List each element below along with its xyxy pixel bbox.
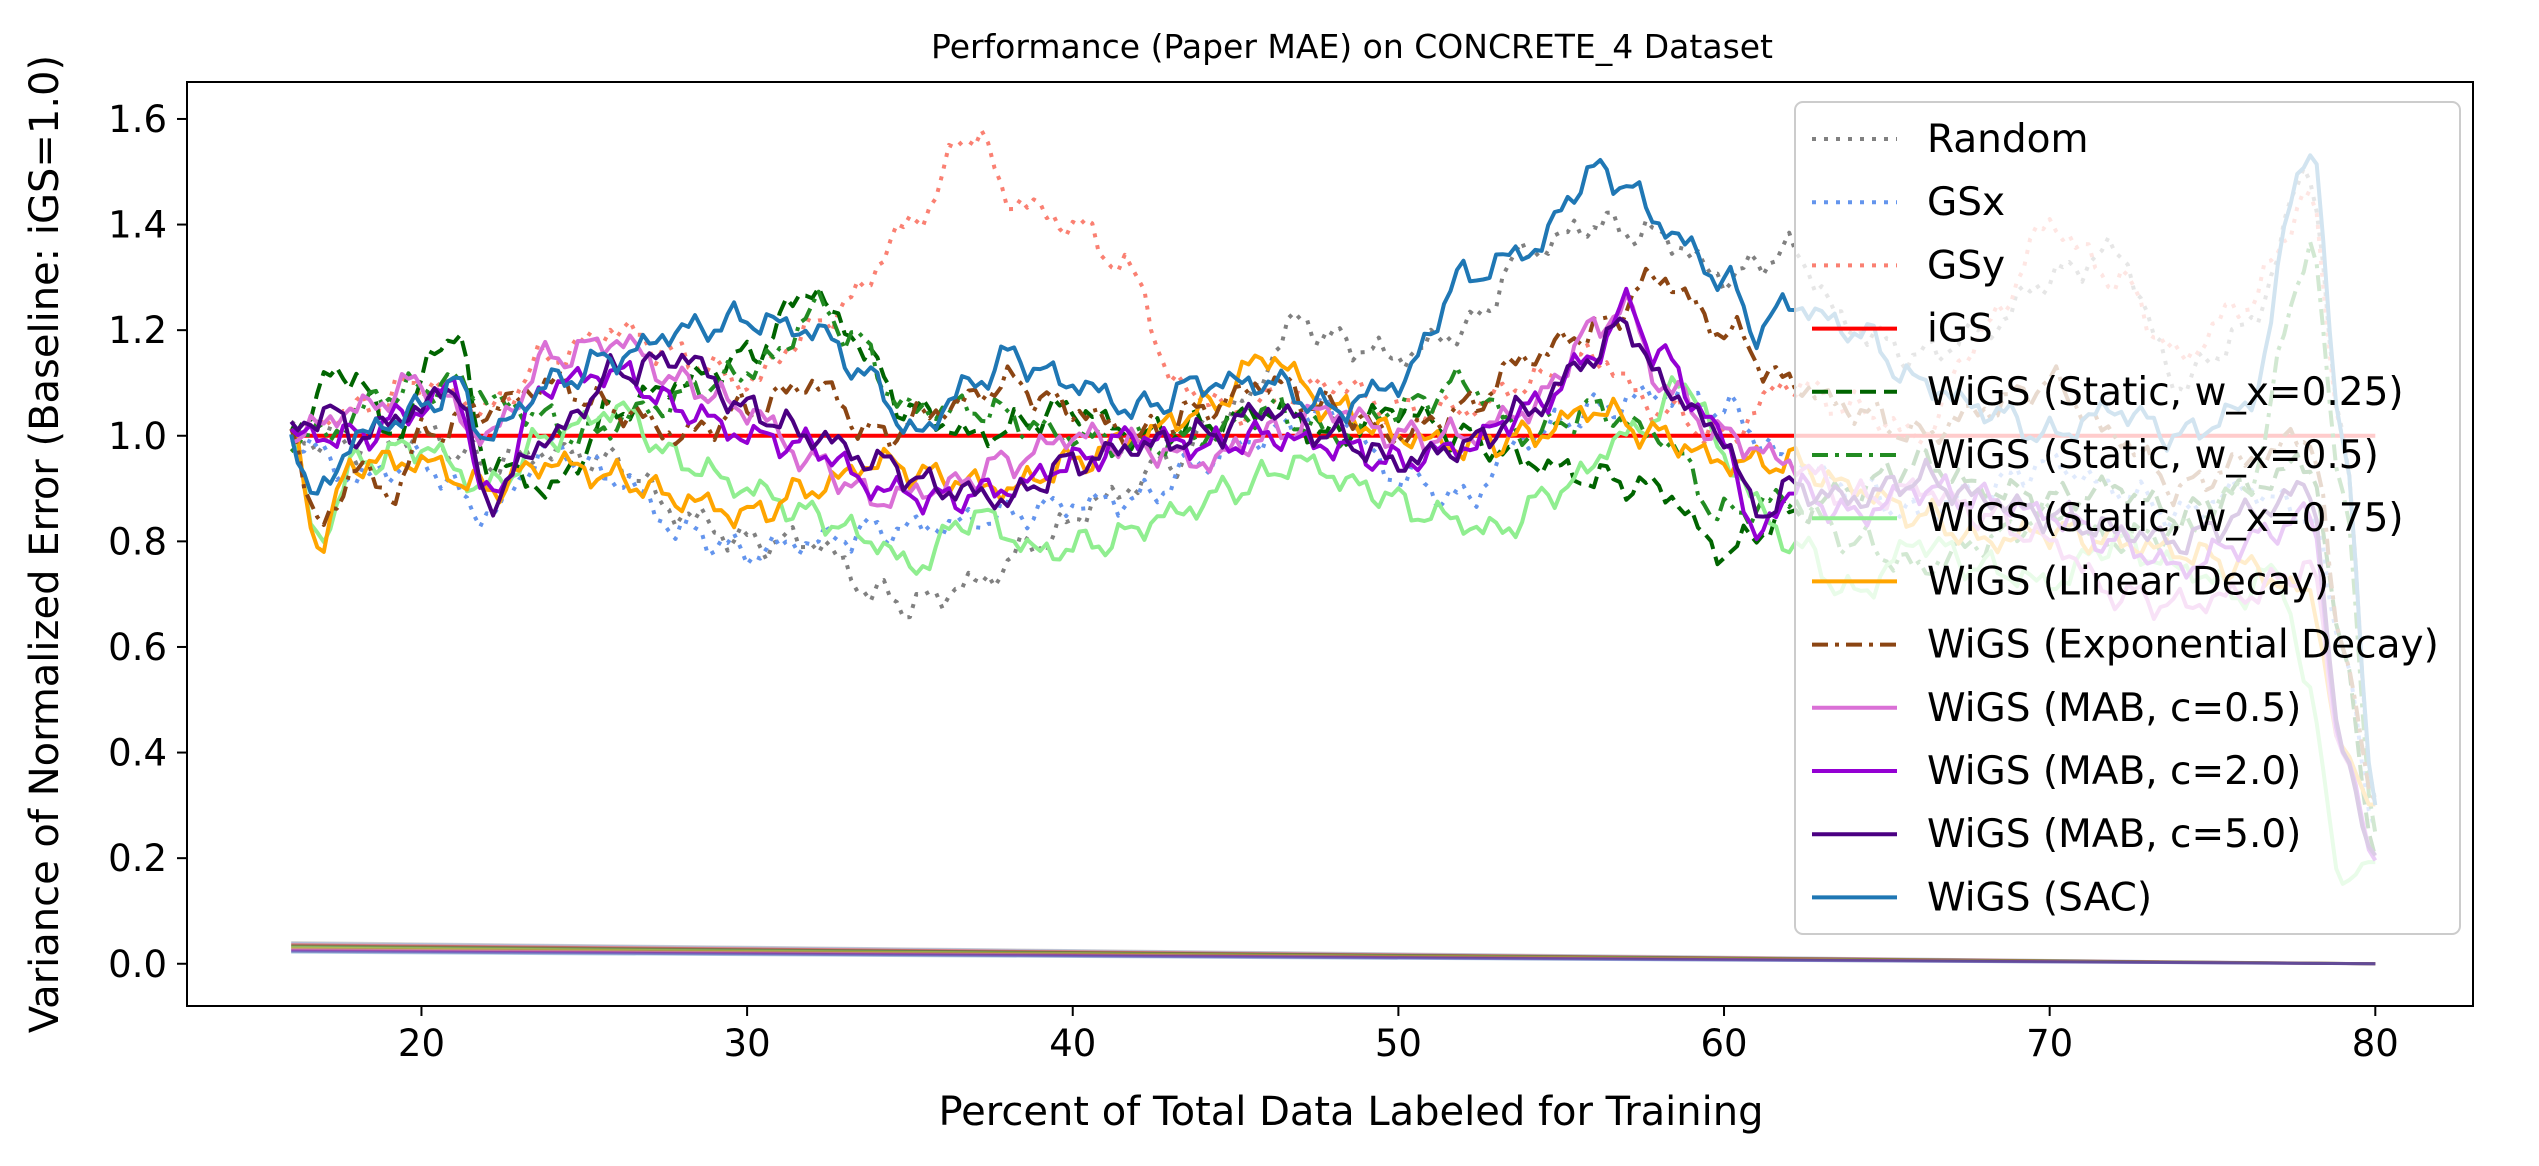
variance-band-line	[291, 946, 2376, 966]
variance-band-line	[291, 943, 2376, 966]
x-tick-label: 50	[1375, 1022, 1422, 1065]
variance-band-line	[291, 945, 2376, 966]
series-line-random	[289, 166, 2378, 801]
x-axis-ticks: 20 30 40 50 60 70 80	[398, 1006, 2399, 1065]
variance-band-line	[291, 947, 2376, 966]
x-tick-label: 40	[1049, 1022, 1096, 1065]
y-tick-label: 0.8	[108, 520, 167, 563]
legend-entry-label: WiGS (Static, w_x=0.75)	[1927, 496, 2404, 541]
x-tick-label: 70	[2026, 1022, 2073, 1065]
chart-title: Performance (Paper MAE) on CONCRETE_4 Da…	[931, 27, 1773, 66]
y-axis-label: Variance of Normalized Error (Baseline: …	[22, 55, 68, 1033]
legend-entry-label: GSy	[1927, 243, 2005, 288]
legend-entry-label: WiGS (MAB, c=5.0)	[1927, 812, 2301, 857]
variance-band-line	[291, 949, 2376, 966]
legend-entry-label: WiGS (Exponential Decay)	[1927, 623, 2439, 668]
plot-frame	[186, 81, 2474, 1007]
y-tick-label: 1.2	[108, 309, 167, 352]
y-axis-ticks: 0.0 0.2 0.4 0.6 0.8 1.0 1.2 1.4 1.6	[108, 98, 187, 986]
y-tick-label: 0.2	[108, 837, 167, 880]
legend-entry-label: WiGS (SAC)	[1927, 875, 2152, 920]
x-tick-label: 30	[724, 1022, 771, 1065]
legend-entry-label: WiGS (MAB, c=0.5)	[1927, 686, 2301, 731]
legend-entry-label: iGS	[1927, 307, 1993, 352]
y-tick-label: 0.6	[108, 626, 167, 669]
variance-band-line	[291, 948, 2376, 966]
variance-band-line	[291, 944, 2376, 966]
x-tick-label: 60	[1700, 1022, 1747, 1065]
variance-band-line	[291, 941, 2376, 966]
y-tick-label: 1.6	[108, 98, 167, 141]
y-tick-label: 1.4	[108, 204, 167, 247]
legend-box	[1794, 101, 2461, 935]
y-tick-label: 0.0	[108, 943, 167, 986]
variance-band-line	[291, 941, 2376, 966]
x-tick-label: 80	[2352, 1022, 2399, 1065]
x-tick-label: 20	[398, 1022, 445, 1065]
y-tick-label: 0.4	[108, 732, 167, 775]
x-axis-label: Percent of Total Data Labeled for Traini…	[938, 1089, 1763, 1135]
variance-band-line	[291, 950, 2376, 966]
legend-entry-label: WiGS (MAB, c=2.0)	[1927, 749, 2301, 794]
legend: Random GSx GSy iGS WiGS (Static, w_x=0.25) Wi…	[1794, 101, 2461, 935]
series-line-gsy	[290, 128, 2378, 807]
legend-entry-label: WiGS (Static, w_x=0.25)	[1927, 370, 2404, 415]
variance-band-layer	[291, 941, 2376, 966]
legend-entry-label: GSx	[1927, 180, 2005, 225]
legend-entry-label: WiGS (Static, w_x=0.5)	[1927, 433, 2379, 478]
legend-entry-label: Random	[1927, 117, 2088, 162]
series-line-wigs-static-w-x-0-5	[289, 240, 2378, 834]
variance-band-line	[291, 942, 2376, 966]
y-tick-label: 1.0	[108, 415, 167, 458]
legend-entry-label: WiGS (Linear Decay)	[1927, 559, 2329, 604]
variance-band-line	[291, 949, 2376, 966]
variance-band-line	[291, 945, 2376, 966]
